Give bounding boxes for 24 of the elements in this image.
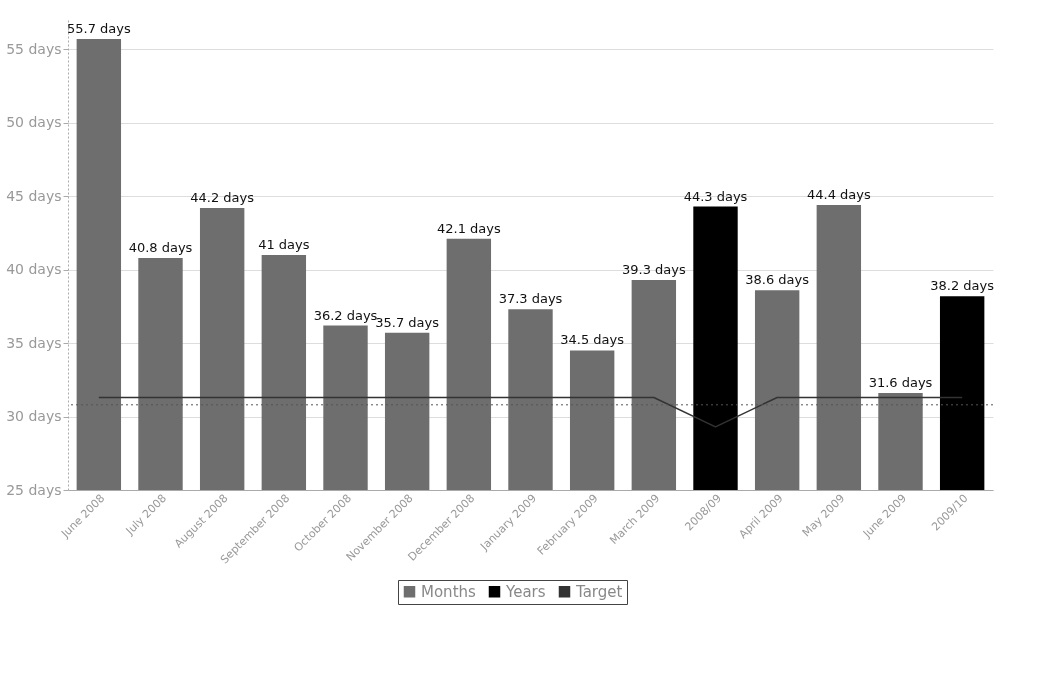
data-label: 40.8 days — [128, 239, 193, 255]
data-label: 41 days — [258, 237, 310, 252]
y-tick-label: 55 days — [6, 40, 62, 57]
y-tick-label: 30 days — [6, 408, 62, 425]
data-label: 37.3 days — [498, 291, 563, 307]
data-label: 34.5 days — [560, 332, 625, 348]
legend-label: Target — [575, 582, 623, 601]
data-label: 44.3 days — [683, 188, 748, 204]
data-label: 36.2 days — [313, 307, 378, 323]
data-label: 31.6 days — [868, 375, 933, 391]
legend-label: Years — [505, 582, 546, 601]
y-tick-label: 45 days — [6, 187, 62, 204]
y-tick-label: 50 days — [6, 114, 62, 131]
y-tick-label: 25 days — [6, 481, 62, 498]
legend-label: Months — [421, 582, 477, 601]
data-label: 38.2 days — [930, 278, 995, 294]
data-label: 42.1 days — [436, 220, 501, 236]
data-label: 44.4 days — [806, 187, 871, 203]
y-tick-label: 40 days — [6, 261, 62, 278]
data-label: 44.2 days — [190, 190, 255, 205]
data-label: 38.6 days — [745, 272, 810, 288]
data-label: 39.3 days — [621, 261, 686, 277]
y-tick-label: 35 days — [6, 334, 62, 351]
data-label: 55.7 days — [66, 21, 131, 37]
